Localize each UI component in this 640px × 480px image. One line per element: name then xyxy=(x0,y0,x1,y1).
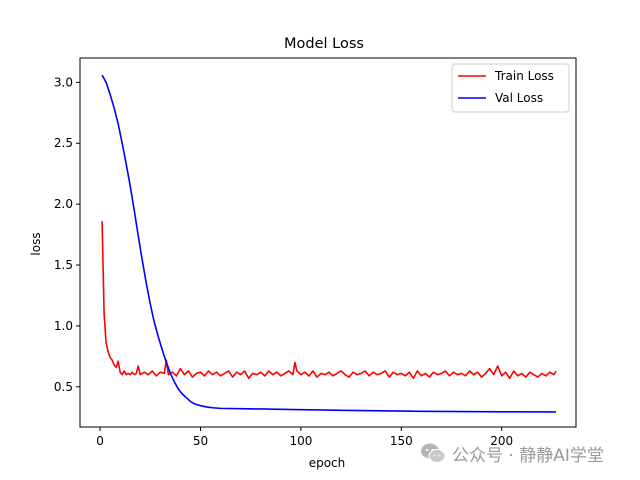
plot-area xyxy=(79,57,577,428)
series-line-train-loss xyxy=(101,221,557,380)
y-tick-label: 1.5 xyxy=(54,258,73,272)
chart-title: Model Loss xyxy=(284,36,364,52)
y-tick-label: 0.5 xyxy=(54,380,73,394)
legend-label: Train Loss xyxy=(494,69,554,83)
series-line-val-loss xyxy=(101,74,556,413)
y-axis-label: loss xyxy=(29,232,43,255)
y-axis: 0.5 1.0 1.5 2.0 2.5 3.0 xyxy=(54,75,80,394)
wechat-icon xyxy=(421,443,446,463)
x-tick-label: 150 xyxy=(390,434,413,448)
y-tick-label: 2.0 xyxy=(54,197,73,211)
x-tick-label: 100 xyxy=(289,434,312,448)
x-tick-label: 50 xyxy=(193,434,208,448)
x-tick-label: 200 xyxy=(490,434,513,448)
x-axis: 0 50 100 150 200 xyxy=(96,427,513,448)
legend-label: Val Loss xyxy=(495,91,543,105)
y-tick-label: 3.0 xyxy=(54,75,73,89)
watermark-text: 公众号 · 静静AI学堂 xyxy=(452,445,604,466)
y-tick-label: 1.0 xyxy=(54,319,73,333)
plot-frame xyxy=(79,57,577,428)
x-tick-label: 0 xyxy=(96,434,104,448)
y-tick-label: 2.5 xyxy=(54,136,73,150)
legend: Train Loss Val Loss xyxy=(451,63,570,113)
watermark: 公众号 · 静静AI学堂 xyxy=(420,440,604,466)
x-axis-label: epoch xyxy=(309,456,346,470)
